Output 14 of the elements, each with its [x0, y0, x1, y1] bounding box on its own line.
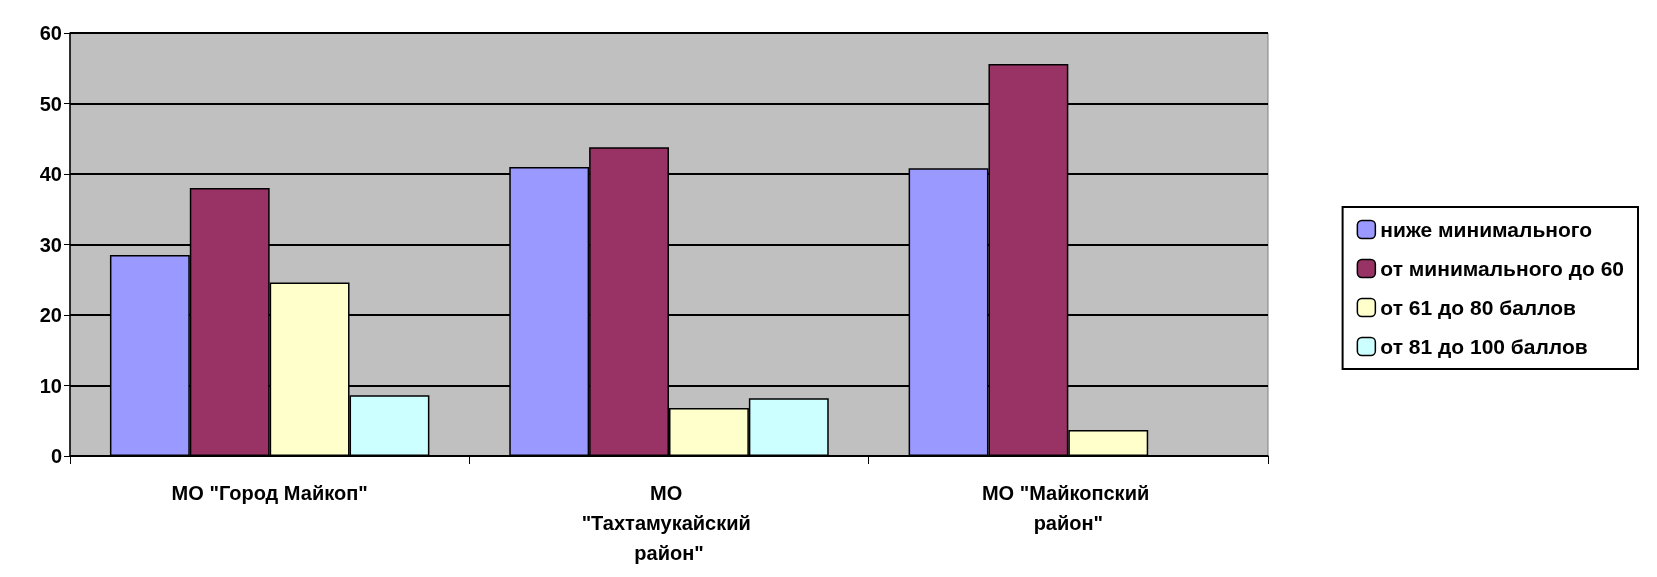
x-tick-label: МО "Майкопский район" [981, 482, 1155, 534]
y-tick-label: 30 [39, 233, 62, 256]
legend-label: от 61 до 80 баллов [1380, 296, 1577, 319]
x-tick-label: МО "Город Майкоп" [171, 482, 368, 504]
y-tick-label: 20 [39, 304, 62, 326]
legend-label: от минимального до 60 [1380, 257, 1625, 280]
x-tick-label: МО "Тахтамукайский район" [581, 482, 757, 564]
y-tick-label: 60 [39, 22, 62, 44]
legend-label: ниже минимального [1380, 218, 1593, 241]
y-tick-label: 50 [39, 92, 62, 115]
y-tick-label: 0 [50, 445, 62, 467]
y-tick-label: 10 [39, 374, 62, 397]
legend-label: от 81 до 100 баллов [1380, 335, 1588, 358]
y-tick-label: 40 [39, 163, 62, 185]
